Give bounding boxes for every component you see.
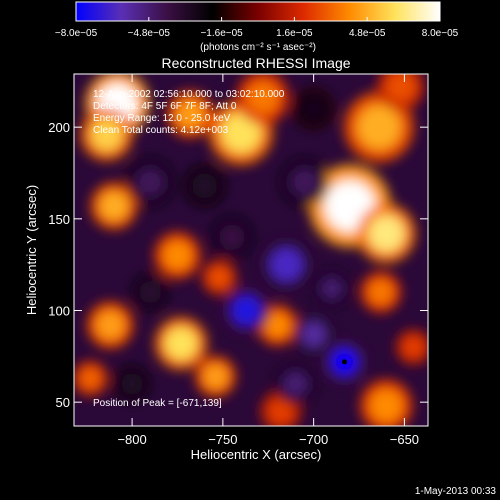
intensity-blob: [270, 248, 303, 282]
intensity-blob: [99, 191, 129, 221]
intensity-blob: [79, 367, 102, 390]
colorbar: −8.0e−05 −4.8e−05 −1.6e−05 1.6e−05 4.8e−05 8.…: [55, 1, 459, 53]
intensity-blob: [121, 372, 143, 395]
intensity-blob: [300, 321, 327, 348]
intensity-blob: [246, 81, 280, 115]
heatmap-image: [74, 74, 428, 426]
y-tick-label: 50: [56, 395, 70, 410]
intensity-blob: [300, 96, 327, 122]
intensity-blob: [264, 312, 291, 338]
intensity-blob: [164, 327, 198, 360]
colorbar-tick-label: 1.6e−05: [276, 28, 313, 39]
annotation-counts: Clean Total counts: 4.12e+003: [93, 125, 229, 136]
annotation-time-range: 12-Aug-2002 02:56:10.000 to 03:02:10.000: [93, 89, 285, 100]
chart-title: Reconstructed RHESSI Image: [161, 55, 350, 71]
plot-frame: [73, 73, 429, 427]
colorbar-strip: [75, 1, 441, 22]
intensity-blob: [368, 215, 405, 252]
peak-position-label: Position of Peak = [-671,139]: [93, 398, 222, 409]
colorbar-tick-label: −4.8e−05: [128, 28, 171, 39]
x-axis-label: Heliocentric X (arcsec): [191, 447, 322, 462]
intensity-blob: [268, 398, 294, 425]
intensity-blob: [368, 279, 394, 305]
peak-marker: [341, 359, 347, 365]
intensity-blob: [202, 363, 229, 390]
colorbar-tick-label: 4.8e−05: [349, 28, 386, 39]
intensity-blob: [139, 281, 162, 304]
intensity-blob: [221, 112, 261, 153]
axis-ticks: −800 −750 −700 −650 50 100 150 200: [48, 74, 428, 447]
intensity-blob: [175, 99, 205, 129]
intensity-blob: [231, 295, 261, 326]
intensity-blob: [192, 173, 218, 199]
x-tick-label: −800: [117, 432, 146, 447]
x-tick-label: −700: [299, 432, 328, 447]
annotation-energy-range: Energy Range: 12.0 - 25.0 keV: [93, 113, 231, 124]
x-tick-label: −650: [390, 432, 419, 447]
colorbar-tick-label: −8.0e−05: [55, 28, 98, 39]
y-tick-label: 150: [48, 212, 70, 227]
intensity-blob: [162, 240, 192, 271]
intensity-blob: [369, 389, 403, 423]
x-tick-label: −750: [208, 432, 237, 447]
colorbar-tick-label: 8.0e−05: [422, 28, 459, 39]
intensity-blob: [290, 167, 320, 197]
intensity-blob: [320, 277, 343, 300]
footer-date: 1-May-2013 00:33: [415, 486, 497, 497]
intensity-blobs: [74, 74, 428, 426]
intensity-blob: [386, 74, 416, 102]
intensity-blob: [135, 167, 165, 197]
intensity-blob: [90, 118, 124, 151]
y-axis-label: Heliocentric Y (arcsec): [24, 185, 39, 315]
intensity-blob: [402, 336, 425, 359]
colorbar-unit-label: (photons cm⁻² s⁻¹ asec⁻²): [200, 42, 316, 53]
intensity-blob: [95, 310, 125, 340]
intensity-blob: [208, 266, 231, 289]
plot-area: −800 −750 −700 −650 50 100 150 200 12-Aug-2002 …: [48, 73, 429, 447]
colorbar-tick-label: −1.6e−05: [200, 28, 243, 39]
colorbar-ticks: −8.0e−05 −4.8e−05 −1.6e−05 1.6e−05 4.8e−05 8.…: [55, 17, 459, 39]
y-tick-label: 100: [48, 304, 70, 319]
intensity-blob: [282, 371, 309, 397]
annotation-detectors: Detectors: 4F 5F 6F 7F 8F; Att 0: [93, 101, 237, 112]
intensity-blob: [219, 224, 245, 251]
peak-dot: [341, 359, 347, 365]
y-tick-label: 200: [48, 120, 70, 135]
intensity-blob: [357, 105, 401, 150]
